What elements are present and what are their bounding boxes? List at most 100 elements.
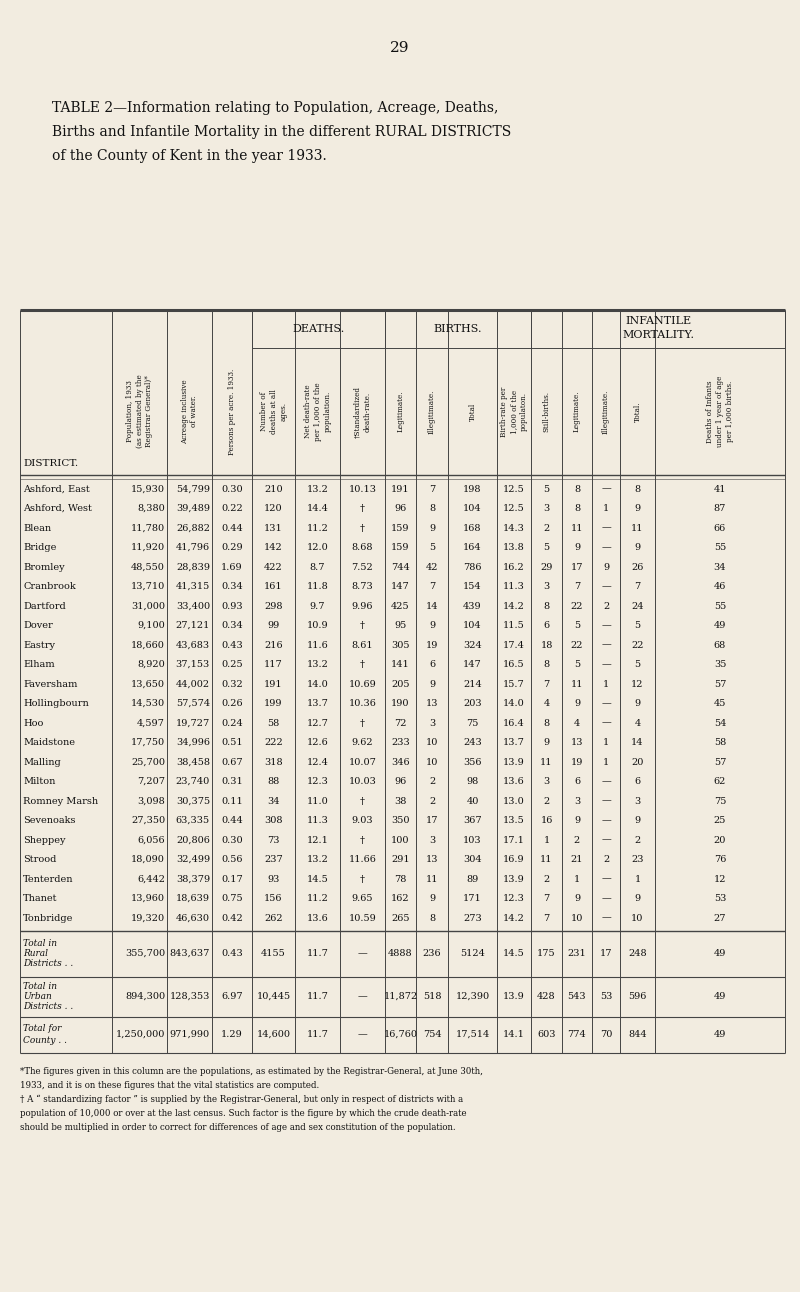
Text: 10.9: 10.9 (306, 621, 328, 630)
Text: 17,750: 17,750 (131, 738, 165, 747)
Text: 14.4: 14.4 (306, 504, 329, 513)
Text: 6: 6 (429, 660, 435, 669)
Text: 199: 199 (264, 699, 282, 708)
Text: 222: 222 (264, 738, 283, 747)
Text: 754: 754 (422, 1030, 442, 1039)
Text: 11.8: 11.8 (306, 583, 328, 592)
Text: 1: 1 (634, 875, 641, 884)
Text: Hoo: Hoo (23, 718, 43, 727)
Text: 13.2: 13.2 (306, 660, 329, 669)
Text: 1: 1 (603, 504, 609, 513)
Text: 9: 9 (574, 699, 580, 708)
Text: 6.97: 6.97 (221, 992, 243, 1001)
Text: Cranbrook: Cranbrook (23, 583, 76, 592)
Text: 11.7: 11.7 (306, 1030, 329, 1039)
Text: 273: 273 (463, 913, 482, 922)
Text: 12,390: 12,390 (455, 992, 490, 1001)
Text: 5: 5 (543, 484, 550, 494)
Text: 3: 3 (429, 718, 435, 727)
Text: 0.32: 0.32 (221, 680, 243, 689)
Text: 3: 3 (634, 797, 641, 806)
Text: 3: 3 (429, 836, 435, 845)
Text: 2: 2 (543, 797, 550, 806)
Text: 14: 14 (631, 738, 644, 747)
Text: Total: Total (469, 402, 477, 421)
Text: 13.6: 13.6 (503, 778, 525, 786)
Text: 13: 13 (426, 855, 438, 864)
Text: Milton: Milton (23, 778, 55, 786)
Text: 76: 76 (714, 855, 726, 864)
Text: —: — (601, 660, 611, 669)
Text: 11.7: 11.7 (306, 992, 329, 1001)
Text: 439: 439 (463, 602, 482, 611)
Text: 308: 308 (264, 817, 282, 826)
Text: 0.34: 0.34 (221, 583, 243, 592)
Text: 49: 49 (714, 1030, 726, 1039)
Text: 6: 6 (543, 621, 550, 630)
Text: 100: 100 (391, 836, 410, 845)
Text: 0.56: 0.56 (222, 855, 242, 864)
Text: 22: 22 (570, 641, 583, 650)
Text: 7: 7 (543, 894, 550, 903)
Text: 13.9: 13.9 (503, 875, 525, 884)
Text: Maidstone: Maidstone (23, 738, 75, 747)
Text: 12: 12 (631, 680, 644, 689)
Text: 11,872: 11,872 (383, 992, 418, 1001)
Text: 29: 29 (540, 562, 553, 571)
Text: 12.5: 12.5 (503, 484, 525, 494)
Text: 142: 142 (264, 543, 283, 552)
Text: *The figures given in this column are the populations, as estimated by the Regis: *The figures given in this column are th… (20, 1066, 483, 1075)
Text: 164: 164 (463, 543, 482, 552)
Text: 156: 156 (264, 894, 282, 903)
Text: 596: 596 (628, 992, 646, 1001)
Text: 89: 89 (466, 875, 478, 884)
Text: 190: 190 (391, 699, 410, 708)
Text: 11,780: 11,780 (131, 523, 165, 532)
Text: 14: 14 (426, 602, 438, 611)
Text: 34: 34 (267, 797, 280, 806)
Text: —: — (358, 992, 367, 1001)
Text: 2: 2 (429, 797, 435, 806)
Text: 2: 2 (574, 836, 580, 845)
Text: 7.52: 7.52 (352, 562, 374, 571)
Text: Sheppey: Sheppey (23, 836, 66, 845)
Text: 13,710: 13,710 (130, 583, 165, 592)
Text: 0.22: 0.22 (221, 504, 243, 513)
Text: 9: 9 (634, 699, 641, 708)
Text: Persons per acre. 1933.: Persons per acre. 1933. (228, 368, 236, 455)
Text: 5: 5 (574, 660, 580, 669)
Text: 8: 8 (429, 504, 435, 513)
Text: 120: 120 (264, 504, 283, 513)
Text: 12.1: 12.1 (306, 836, 329, 845)
Text: †: † (360, 523, 365, 532)
Text: 265: 265 (391, 913, 410, 922)
Text: 57,574: 57,574 (176, 699, 210, 708)
Text: 1: 1 (603, 680, 609, 689)
Text: 54,799: 54,799 (176, 484, 210, 494)
Text: 49: 49 (714, 621, 726, 630)
Text: 9.96: 9.96 (352, 602, 374, 611)
Text: 13,650: 13,650 (131, 680, 165, 689)
Text: Ashford, East: Ashford, East (23, 484, 90, 494)
Text: 3: 3 (543, 583, 550, 592)
Text: 231: 231 (568, 950, 586, 957)
Text: 0.67: 0.67 (221, 757, 243, 766)
Text: —: — (601, 543, 611, 552)
Text: 11.0: 11.0 (306, 797, 328, 806)
Text: 13.8: 13.8 (503, 543, 525, 552)
Text: 20,806: 20,806 (176, 836, 210, 845)
Text: 0.24: 0.24 (221, 718, 243, 727)
Text: 13.9: 13.9 (503, 757, 525, 766)
Text: 9.03: 9.03 (352, 817, 374, 826)
Text: 603: 603 (538, 1030, 556, 1039)
Text: 9,100: 9,100 (138, 621, 165, 630)
Text: of the County of Kent in the year 1933.: of the County of Kent in the year 1933. (52, 149, 326, 163)
Text: 96: 96 (394, 504, 406, 513)
Text: 16.9: 16.9 (503, 855, 525, 864)
Text: 6,056: 6,056 (138, 836, 165, 845)
Text: 162: 162 (391, 894, 410, 903)
Text: 4: 4 (634, 718, 641, 727)
Text: 159: 159 (391, 543, 410, 552)
Text: Districts . .: Districts . . (23, 959, 74, 968)
Text: 13.9: 13.9 (503, 992, 525, 1001)
